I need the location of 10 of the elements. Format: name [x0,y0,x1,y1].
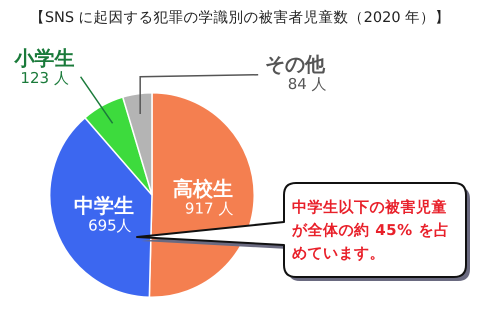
text: 中学生以下の被害児童が全体の約 45% を占めています。 [292,197,450,264]
slice-label: 高校生 [173,176,234,201]
data-label: 84 人 [288,74,327,93]
data-label: 917 人 [184,200,234,218]
data-label: 695人 [88,216,132,234]
slice-label: その他 [265,52,326,76]
slice-label: 中学生 [74,193,134,218]
data-label: 123 人 [20,68,69,87]
chart-title: 【SNS に起因する犯罪の学識別の被害者児童数（2020 年）】 [28,8,452,27]
slice-label: 小学生 [14,46,75,70]
